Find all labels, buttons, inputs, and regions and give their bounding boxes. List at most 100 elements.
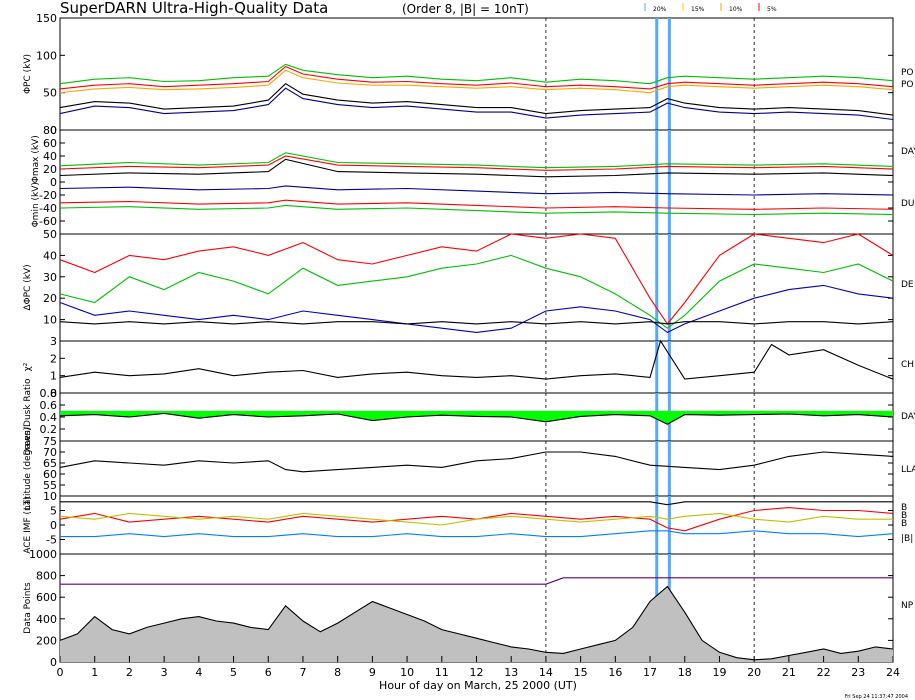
y-tick-label: 20 — [43, 292, 57, 305]
x-tick-label: 12 — [470, 666, 484, 679]
panel-phi_pc: 0 50 100 150 ΦPC (kV) — [23, 12, 894, 137]
y-tick-label: 20 — [43, 163, 57, 176]
x-tick-label: 10 — [400, 666, 414, 679]
y-tick-label: 40 — [43, 150, 57, 163]
y-tick-label: 100 — [36, 49, 57, 62]
right-label: NP — [901, 601, 914, 611]
series-line-2 — [59, 158, 894, 178]
legend: 20% 15% 10% 5% — [644, 3, 777, 13]
highlight-band-left — [655, 18, 659, 130]
x-tick-label: 1 — [91, 666, 98, 679]
highlight-band-left — [655, 234, 659, 341]
series-line-3 — [59, 185, 894, 196]
x-tick-label: 24 — [886, 666, 900, 679]
legend-label: 5% — [767, 6, 777, 13]
y-tick-label: 75 — [43, 435, 57, 448]
y-tick-label: 200 — [36, 634, 57, 647]
x-tick-label: 15 — [574, 666, 588, 679]
x-axis-label: Hour of day on March, 25 2000 (UT) — [379, 679, 577, 692]
y-tick-label: 1 — [50, 370, 57, 383]
y-tick-label: 0 — [50, 387, 57, 400]
panel-frame — [59, 495, 894, 555]
x-tick-label: 3 — [161, 666, 168, 679]
highlight-band-right — [667, 130, 671, 234]
y-axis-label: ΔΦPC (kV) — [23, 264, 33, 310]
highlight-band-left — [655, 441, 659, 496]
y-axis-label: Φmin (kV) — [31, 182, 41, 227]
x-tick-label: 11 — [435, 666, 449, 679]
y-axis-label: Φmax (kV) — [31, 135, 41, 183]
y-tick-label: 3 — [50, 335, 57, 348]
x-tick-label: 6 — [265, 666, 272, 679]
series-line-0 — [59, 451, 894, 473]
y-tick-label: 30 — [43, 271, 57, 284]
series-line-5 — [59, 204, 894, 216]
panel-imf: -5 05 10 ACE IMF (nT) — [23, 490, 894, 555]
x-tick-label: 4 — [195, 666, 202, 679]
right-label: DAY — [901, 147, 915, 157]
right-label: B — [901, 519, 907, 529]
series-line-2 — [59, 284, 894, 334]
y-tick-label: 10 — [43, 490, 57, 503]
x-tick-label: 8 — [334, 666, 341, 679]
series-line-1 — [59, 65, 894, 90]
series-line-4 — [59, 199, 894, 210]
y-tick-label: -60 — [39, 215, 57, 228]
timestamp: Fri Sep 24 11:37:47 2004 — [845, 694, 908, 700]
legend-label: 20% — [653, 6, 667, 13]
y-tick-label: 400 — [36, 613, 57, 626]
panel-chi2: 0 1 2 3 χ² — [23, 335, 894, 400]
y-axis-label: Latitude (degrees) — [23, 427, 33, 510]
x-tick-label: 5 — [230, 666, 237, 679]
right-label: |B| — [901, 534, 913, 544]
y-tick-label: 70 — [43, 446, 57, 459]
highlight-band-right — [667, 18, 671, 130]
right-label: CH — [901, 360, 914, 370]
y-tick-label: 2 — [50, 352, 57, 365]
x-tick-label: 21 — [782, 666, 796, 679]
y-tick-label: 0.2 — [40, 423, 58, 436]
y-tick-label: 5 — [50, 505, 57, 518]
series-line-0 — [59, 63, 894, 85]
panel-frame — [59, 392, 894, 442]
series-line-1 — [59, 254, 894, 329]
y-tick-label: 0 — [50, 124, 57, 137]
panel-frame — [59, 129, 894, 235]
right-label: DAY — [901, 412, 915, 422]
panel-frame — [59, 233, 894, 342]
panel-dawn_dusk_ratio: 0.20.40.60.8 Dawn/Dusk Ratio — [23, 378, 894, 456]
series-area-0 — [60, 411, 893, 425]
series-line-1 — [59, 155, 894, 171]
highlight-band-right — [667, 341, 671, 393]
y-tick-label: 800 — [36, 570, 57, 583]
y-tick-label: -5 — [46, 534, 57, 547]
x-tick-label: 22 — [817, 666, 831, 679]
legend-label: 15% — [691, 6, 705, 13]
x-tick-label: 23 — [851, 666, 865, 679]
series-line-4 — [59, 87, 894, 121]
legend-label: 10% — [729, 6, 743, 13]
y-tick-label: -40 — [39, 202, 57, 215]
series-line-0 — [60, 501, 893, 506]
x-tick-label: 13 — [504, 666, 518, 679]
y-axis-label: ΦPC (kV) — [23, 54, 33, 94]
series-line-2 — [59, 512, 893, 526]
y-axis-label: Dawn/Dusk Ratio — [23, 378, 33, 456]
highlight-band-right — [667, 234, 671, 341]
series-line-0 — [59, 233, 894, 325]
right-label: LLA — [901, 465, 915, 475]
y-tick-label: 0 — [50, 519, 57, 532]
x-tick-label: 17 — [643, 666, 657, 679]
right-label: PO — [901, 68, 914, 78]
right-labels: PO PO DAY DU DE CH DAY LLA BBB |B| NP — [901, 68, 915, 611]
y-tick-label: 600 — [36, 591, 57, 604]
y-tick-label: 0 — [50, 656, 57, 669]
x-tick-label: 9 — [369, 666, 376, 679]
right-label: B — [901, 503, 907, 513]
series-line-1 — [60, 577, 893, 585]
chart-subtitle: (Order 8, |B| = 10nT) — [402, 2, 529, 16]
series-line-3 — [60, 530, 894, 538]
